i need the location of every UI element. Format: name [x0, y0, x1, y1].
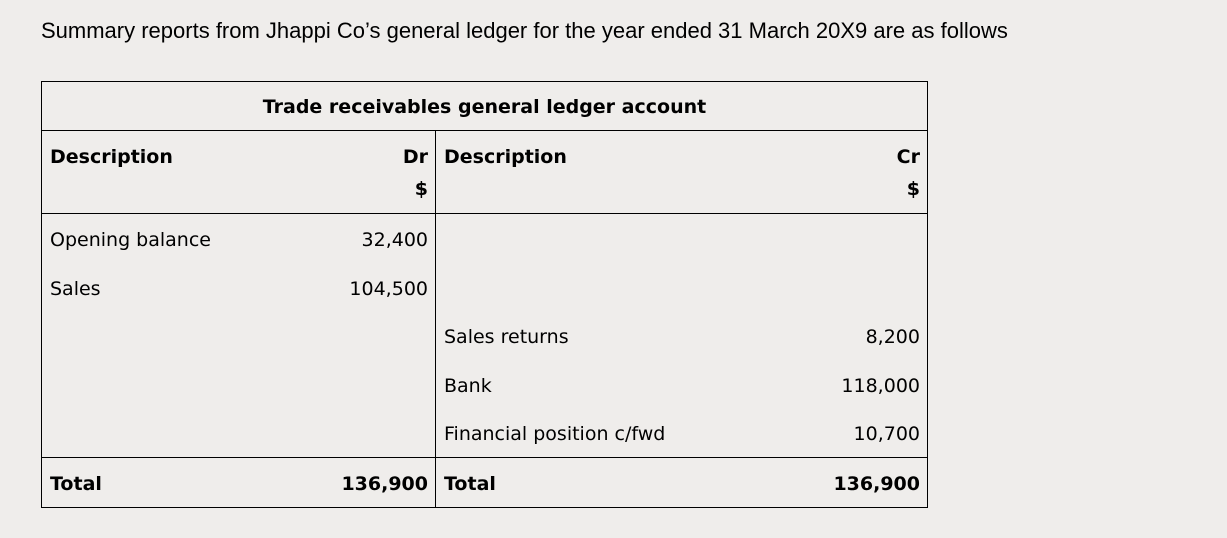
intro-text: Summary reports from Jhappi Co’s general…: [41, 18, 1008, 43]
cr-total-label: Total: [444, 473, 496, 495]
ledger-table: Trade receivables general ledger account…: [41, 81, 928, 508]
dr-entry-amount: 32,400: [361, 229, 428, 251]
dr-total-amount: 136,900: [341, 473, 428, 495]
cr-entry-description: Sales returns: [444, 326, 569, 348]
header-divider: [42, 213, 927, 214]
cr-entry-amount: 118,000: [841, 375, 920, 397]
cr-entry-description: Financial position c/fwd: [444, 423, 666, 445]
dr-header-label: Dr: [402, 146, 428, 168]
cr-header-label: Cr: [896, 146, 920, 168]
dr-entry-amount: 104,500: [349, 278, 428, 300]
dr-entry-description: Opening balance: [50, 229, 211, 251]
cr-entry-amount: 8,200: [865, 326, 920, 348]
cr-description-header: Description: [444, 146, 567, 168]
cr-entry-amount: 10,700: [853, 423, 920, 445]
dr-description-header: Description: [50, 146, 173, 168]
dr-total-label: Total: [50, 473, 102, 495]
cr-total-amount: 136,900: [833, 473, 920, 495]
dr-currency-label: $: [414, 178, 428, 200]
dr-entry-description: Sales: [50, 278, 101, 300]
totals-divider: [42, 457, 927, 458]
ledger-title: Trade receivables general ledger account: [262, 96, 707, 118]
column-divider: [435, 130, 436, 507]
cr-currency-label: $: [906, 178, 920, 200]
cr-entry-description: Bank: [444, 375, 492, 397]
title-divider: [42, 130, 927, 131]
